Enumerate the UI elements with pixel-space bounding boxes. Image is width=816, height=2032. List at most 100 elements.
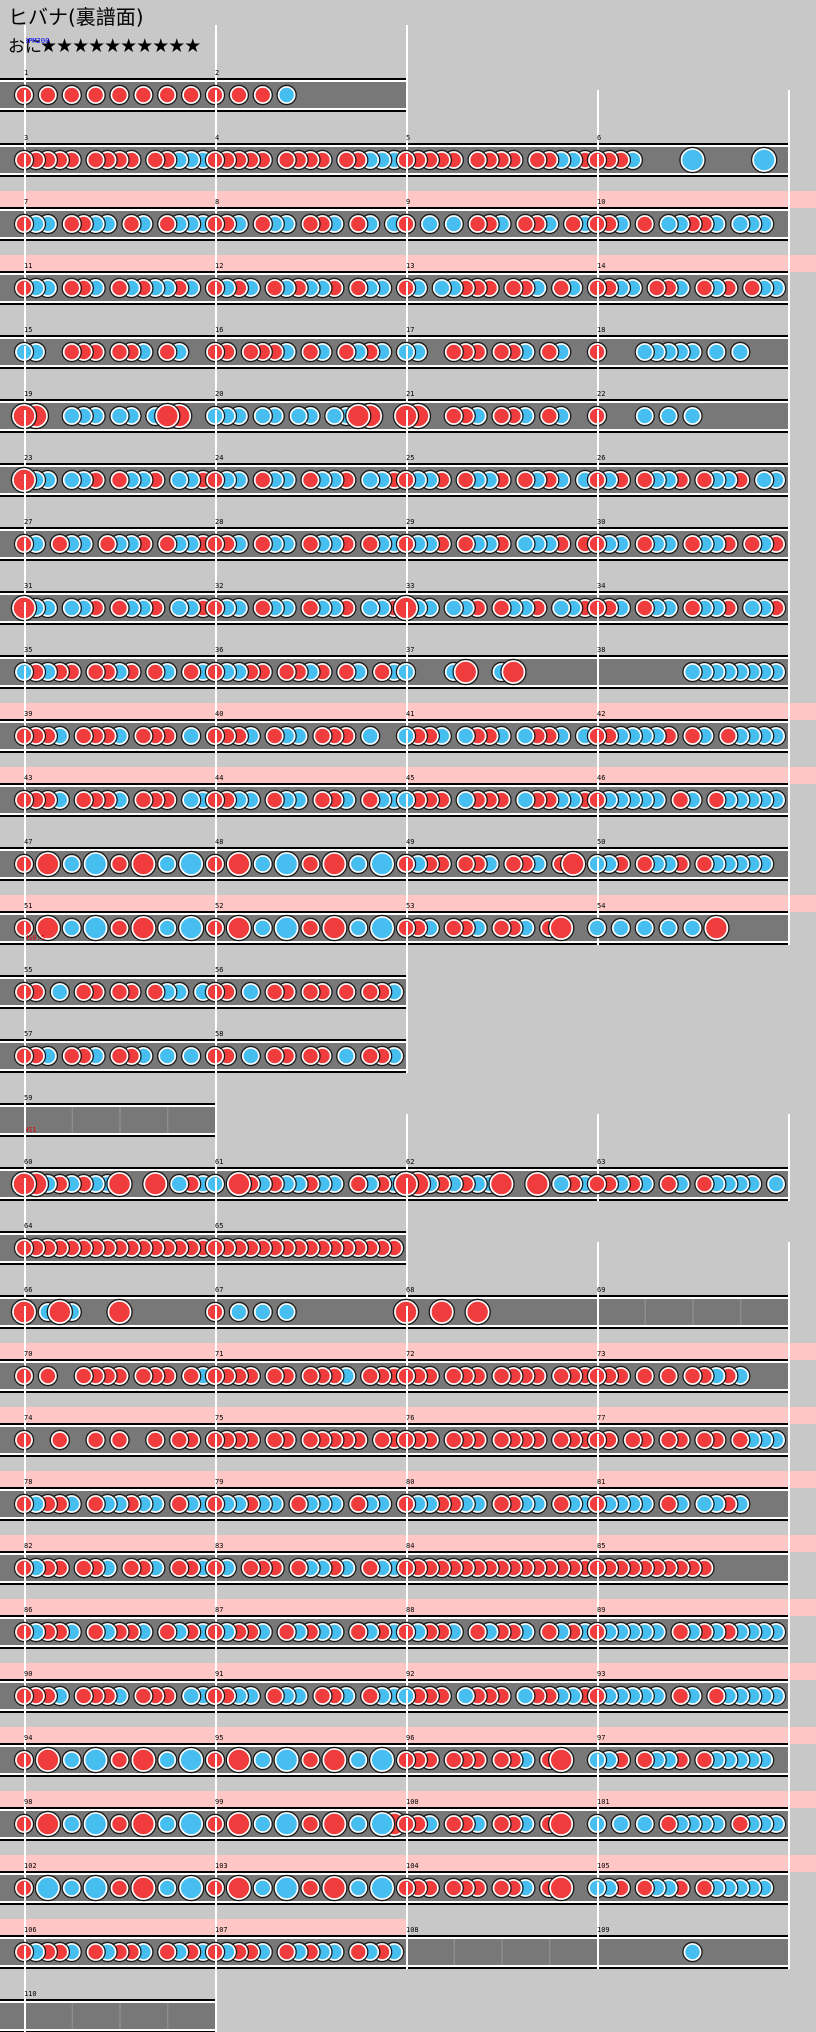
ka-note xyxy=(230,1303,248,1321)
ka-note xyxy=(182,1047,200,1065)
barline xyxy=(788,410,790,497)
lane-highlight xyxy=(0,1297,790,1299)
lane-border-bottom xyxy=(0,1007,406,1009)
don-note xyxy=(158,1623,177,1641)
note-outline xyxy=(264,1685,285,1707)
note-outline xyxy=(157,213,178,235)
lane-highlight xyxy=(0,1873,790,1875)
note-outline xyxy=(524,1170,551,1198)
barline xyxy=(788,1434,790,1521)
lane-border-top xyxy=(0,591,790,593)
don-note xyxy=(671,1687,690,1705)
note-outline xyxy=(34,1746,62,1774)
note-outline xyxy=(658,213,679,235)
note-outline xyxy=(73,789,94,811)
barline xyxy=(788,602,790,689)
note-outline xyxy=(321,1874,348,1902)
note-outline xyxy=(228,1301,250,1323)
note-outline xyxy=(276,84,297,106)
ka-note xyxy=(170,1175,188,1193)
measure-number: 57 xyxy=(24,1030,32,1038)
barline xyxy=(215,858,217,945)
don-note xyxy=(635,1751,654,1769)
don-note xyxy=(492,1751,511,1769)
ka-note xyxy=(683,1943,702,1961)
don-note xyxy=(134,791,153,809)
barline xyxy=(406,1562,408,1649)
don-note xyxy=(635,1879,654,1897)
measure-number: 74 xyxy=(24,1414,32,1422)
ka-note xyxy=(683,407,702,425)
lane-highlight xyxy=(0,1425,790,1427)
note-outline xyxy=(276,149,297,171)
note-outline xyxy=(276,1301,297,1323)
don-note xyxy=(540,407,559,425)
barline xyxy=(24,1946,26,2032)
measure-number: 32 xyxy=(215,582,223,590)
big-don-note xyxy=(501,660,526,684)
note-outline xyxy=(240,981,262,1003)
barline xyxy=(597,410,599,497)
barline xyxy=(597,1242,599,1329)
barline xyxy=(24,1562,26,1649)
lane-border-bottom xyxy=(0,1519,790,1521)
big-don-note xyxy=(143,1172,168,1196)
note-outline xyxy=(130,914,157,942)
note-outline xyxy=(180,725,202,747)
lane-border-top xyxy=(0,1999,215,2001)
note-outline xyxy=(730,1429,751,1451)
big-don-note xyxy=(430,1300,454,1324)
lane-highlight xyxy=(0,1041,406,1043)
don-note xyxy=(74,1559,93,1577)
note-outline xyxy=(252,1813,273,1835)
barline xyxy=(215,1626,217,1713)
don-note xyxy=(253,86,272,104)
measure-row: 90 91 92 93 xyxy=(0,1626,816,1713)
barline xyxy=(24,1626,26,1713)
note-outline xyxy=(694,277,715,299)
note-outline xyxy=(264,981,285,1003)
lane-border-top xyxy=(0,463,790,465)
note-outline xyxy=(240,1557,262,1579)
ka-note xyxy=(253,407,272,425)
measure-number: 50 xyxy=(597,838,605,846)
note-outline xyxy=(264,1045,285,1067)
barline xyxy=(788,1882,790,1969)
don-note xyxy=(301,983,320,1001)
note-outline xyxy=(419,213,441,235)
don-note xyxy=(444,407,463,425)
measure-row: 3 4 5 6 xyxy=(0,90,790,177)
barline xyxy=(24,794,26,881)
don-note xyxy=(253,215,272,233)
measure-number: 102 xyxy=(24,1862,37,1870)
don-note xyxy=(110,471,129,489)
measure-number: 93 xyxy=(597,1670,605,1678)
don-note xyxy=(301,343,320,361)
don-note xyxy=(552,1367,570,1385)
barline xyxy=(24,90,26,177)
barline xyxy=(597,1562,599,1649)
ka-note xyxy=(707,343,726,361)
note-outline xyxy=(109,981,130,1003)
barline xyxy=(24,218,26,305)
big-don-note xyxy=(453,660,478,684)
don-note xyxy=(301,1879,320,1897)
note-outline xyxy=(264,789,285,811)
big-don-note xyxy=(155,404,180,428)
measure-number: 3 xyxy=(24,134,28,142)
note-outline xyxy=(34,1874,62,1902)
barline xyxy=(24,474,26,561)
don-note xyxy=(74,983,93,1001)
don-note xyxy=(265,1047,284,1065)
ka-note xyxy=(552,599,570,617)
note-outline xyxy=(252,917,273,939)
don-note xyxy=(62,86,81,104)
note-outline xyxy=(586,1173,608,1195)
measure-number: 5 xyxy=(406,134,410,142)
note-outline xyxy=(515,213,536,235)
don-note xyxy=(516,471,535,489)
big-don-note xyxy=(227,1748,251,1772)
measure-number: 62 xyxy=(406,1158,414,1166)
big-ka-note xyxy=(83,916,108,940)
ka-note xyxy=(516,791,535,809)
